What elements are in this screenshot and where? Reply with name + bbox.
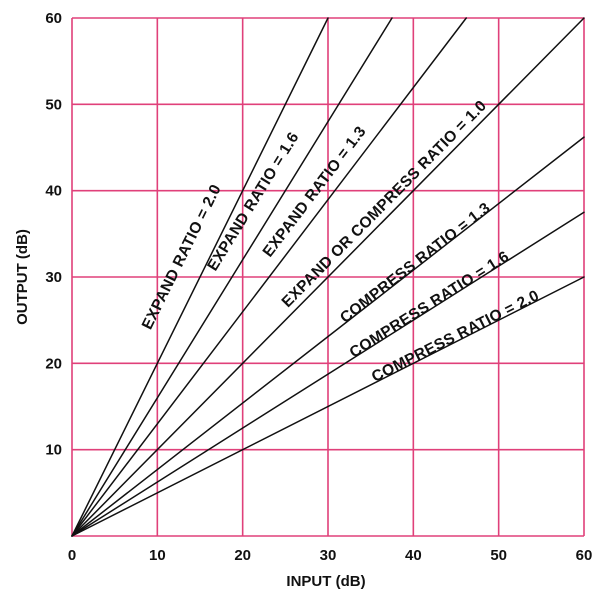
series-line-2 xyxy=(71,17,393,537)
x-tick-label: 10 xyxy=(149,547,166,564)
y-tick-label: 30 xyxy=(45,269,62,286)
x-tick-labels: 0 10 20 30 40 50 60 xyxy=(68,547,593,564)
x-tick-label: 20 xyxy=(234,547,251,564)
series-line-5 xyxy=(71,136,585,537)
y-axis-label: OUTPUT (dB) xyxy=(14,229,31,325)
y-tick-label: 40 xyxy=(45,183,62,200)
series-lines xyxy=(71,17,585,537)
x-axis-label: INPUT (dB) xyxy=(286,573,365,590)
y-tick-label: 20 xyxy=(45,355,62,372)
x-tick-label: 0 xyxy=(68,547,76,564)
y-tick-label: 60 xyxy=(45,10,62,27)
y-tick-label: 50 xyxy=(45,96,62,113)
x-tick-label: 60 xyxy=(576,547,593,564)
series-line-6 xyxy=(71,211,585,537)
y-tick-label: 10 xyxy=(45,442,62,459)
x-tick-label: 50 xyxy=(490,547,507,564)
series-line-7 xyxy=(71,276,585,537)
series-line-4 xyxy=(71,17,585,537)
y-tick-labels: 10 20 30 40 50 60 xyxy=(45,10,62,459)
series-line-1 xyxy=(71,17,329,537)
series-line-3 xyxy=(71,17,467,537)
x-tick-label: 40 xyxy=(405,547,422,564)
x-tick-label: 30 xyxy=(320,547,337,564)
